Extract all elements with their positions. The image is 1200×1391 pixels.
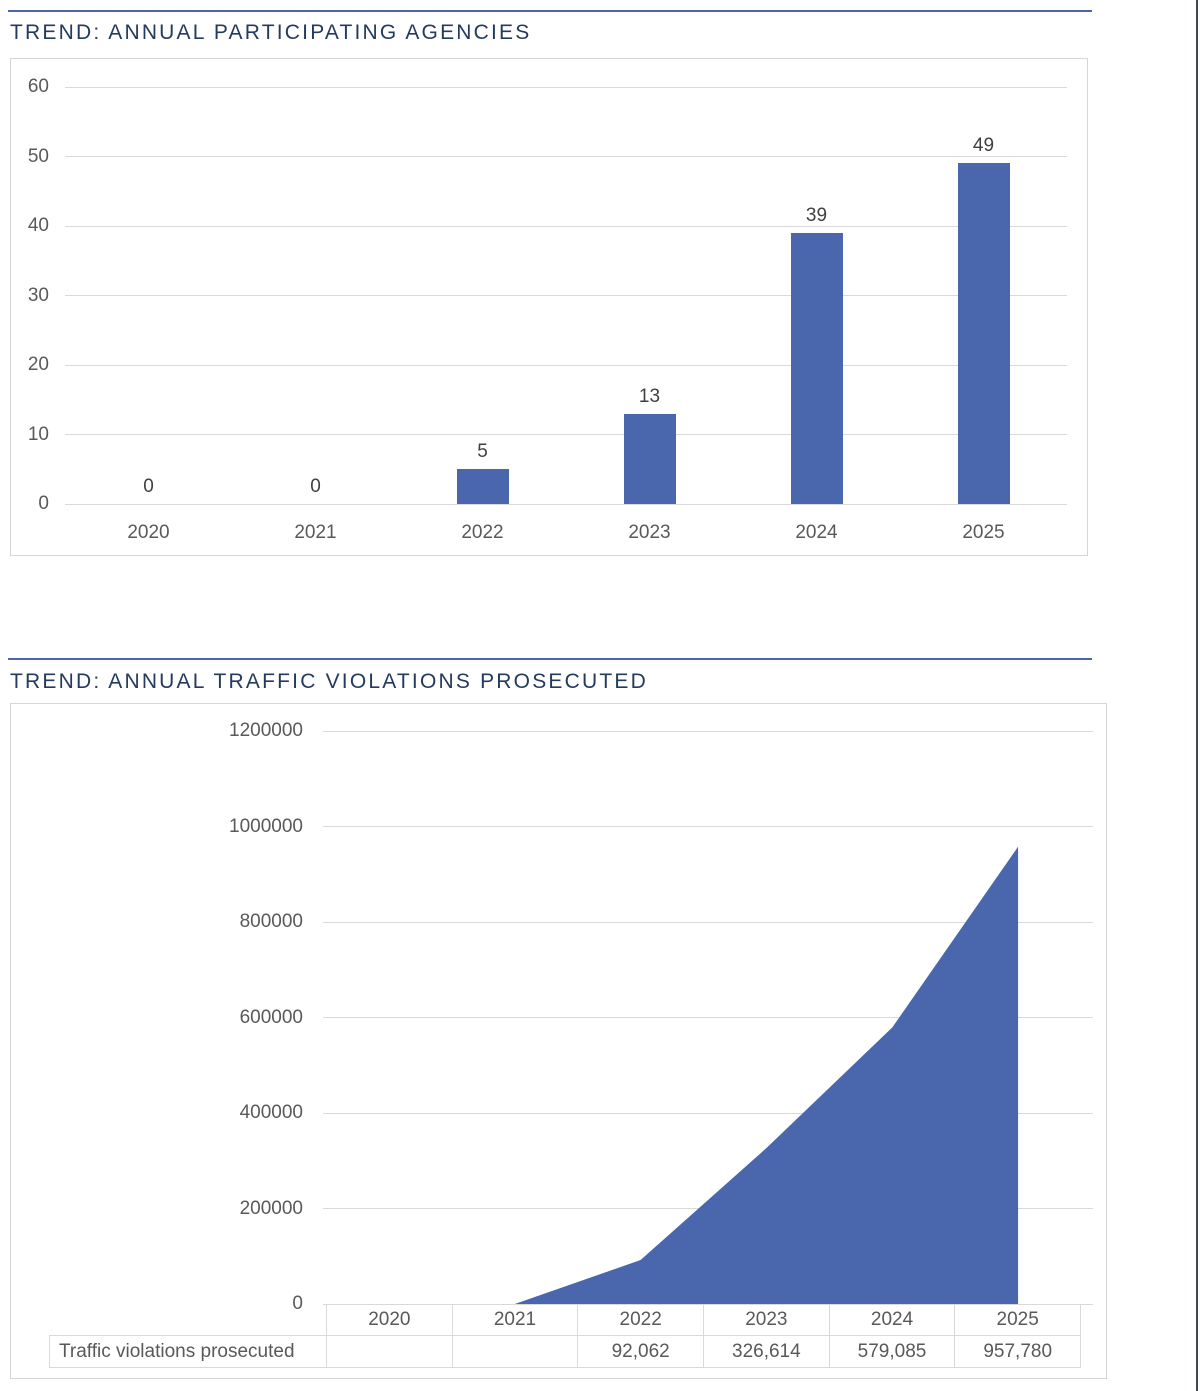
gridline: [65, 225, 1067, 227]
gridline: [65, 503, 1067, 505]
y-axis-tick-label: 50: [27, 145, 49, 167]
y-axis-tick-label: 60: [27, 76, 49, 97]
gridline: [65, 364, 1067, 366]
section-divider-line: [8, 658, 1092, 660]
gridline: [323, 1017, 1093, 1018]
bar-value-label: 39: [805, 204, 828, 226]
x-axis-label: 2023: [628, 522, 671, 543]
y-axis-tick-label: 0: [292, 1293, 303, 1314]
bar-value-label: 5: [477, 441, 488, 463]
year-header-cell: 2021: [451, 1305, 578, 1335]
gridline: [65, 434, 1067, 435]
section-title-violations: TREND: ANNUAL TRAFFIC VIOLATIONS PROSECU…: [10, 670, 648, 693]
y-axis-tick-label: 200000: [239, 1197, 303, 1219]
bar: [623, 413, 676, 504]
x-axis-label: 2022: [461, 522, 504, 543]
y-axis-tick-label: 40: [27, 215, 49, 236]
section-title-agencies: TREND: ANNUAL PARTICIPATING AGENCIES: [10, 21, 532, 44]
bar-chart-agencies: 0 10 20 30 40 50 60 0 2020 0 2021 5 2022 13 2023 39 2024…: [10, 58, 1088, 556]
row-label-cell: Traffic violations prosecuted: [49, 1335, 327, 1368]
bar-value-label: 49: [972, 135, 995, 157]
y-axis-tick-label: 0: [38, 493, 49, 514]
data-table-header-row: 2020 2021 2022 2023 2024 2025: [326, 1304, 1081, 1336]
year-header-cell: 2022: [577, 1305, 703, 1335]
value-cell: 326,614: [703, 1336, 829, 1367]
window-right-border: [1196, 0, 1198, 1391]
gridline: [65, 86, 1067, 88]
year-header-cell: 2020: [368, 1309, 411, 1330]
y-axis-tick-label: 20: [27, 354, 49, 375]
y-axis-tick-label: 800000: [239, 911, 303, 932]
value-cell: 579,085: [828, 1336, 955, 1367]
value-cell: [451, 1336, 578, 1367]
y-axis-tick-label: 600000: [239, 1006, 303, 1028]
data-table-value-row: 92,062 326,614 579,085 957,780: [326, 1335, 1081, 1368]
section-divider-line: [8, 10, 1092, 12]
value-cell: 957,780: [954, 1336, 1080, 1367]
x-axis-label: 2021: [294, 522, 337, 543]
x-axis-label: 2025: [962, 522, 1005, 543]
gridline: [65, 295, 1067, 296]
gridline: [65, 156, 1067, 157]
area-shape: [514, 846, 1019, 1304]
bar: [957, 163, 1010, 504]
x-axis-label: 2024: [795, 522, 838, 543]
bar: [456, 469, 509, 504]
bar-value-label: 13: [638, 385, 661, 407]
bar-value-label: 0: [143, 476, 154, 497]
x-axis-label: 2020: [127, 522, 170, 543]
gridline: [323, 826, 1093, 827]
y-axis-tick-label: 30: [27, 284, 49, 306]
bar: [790, 232, 843, 504]
y-axis-tick-label: 10: [27, 423, 49, 445]
y-axis-tick-label: 1200000: [229, 720, 303, 741]
area-chart-violations: 0 200000 400000 600000 800000 1000000 1200000 2…: [10, 703, 1107, 1379]
gridline: [323, 921, 1093, 923]
year-header-cell: 2023: [703, 1305, 829, 1335]
area-plot: [514, 846, 1019, 1304]
year-header-cell: 2024: [828, 1305, 955, 1335]
gridline: [323, 730, 1093, 732]
year-header-cell: 2025: [954, 1305, 1080, 1335]
y-axis-tick-label: 1000000: [229, 815, 303, 837]
value-cell: [327, 1336, 452, 1367]
y-axis-tick-label: 400000: [239, 1102, 303, 1123]
value-cell: 92,062: [577, 1336, 703, 1367]
gridline: [323, 1112, 1093, 1114]
bar-value-label: 0: [310, 476, 321, 497]
